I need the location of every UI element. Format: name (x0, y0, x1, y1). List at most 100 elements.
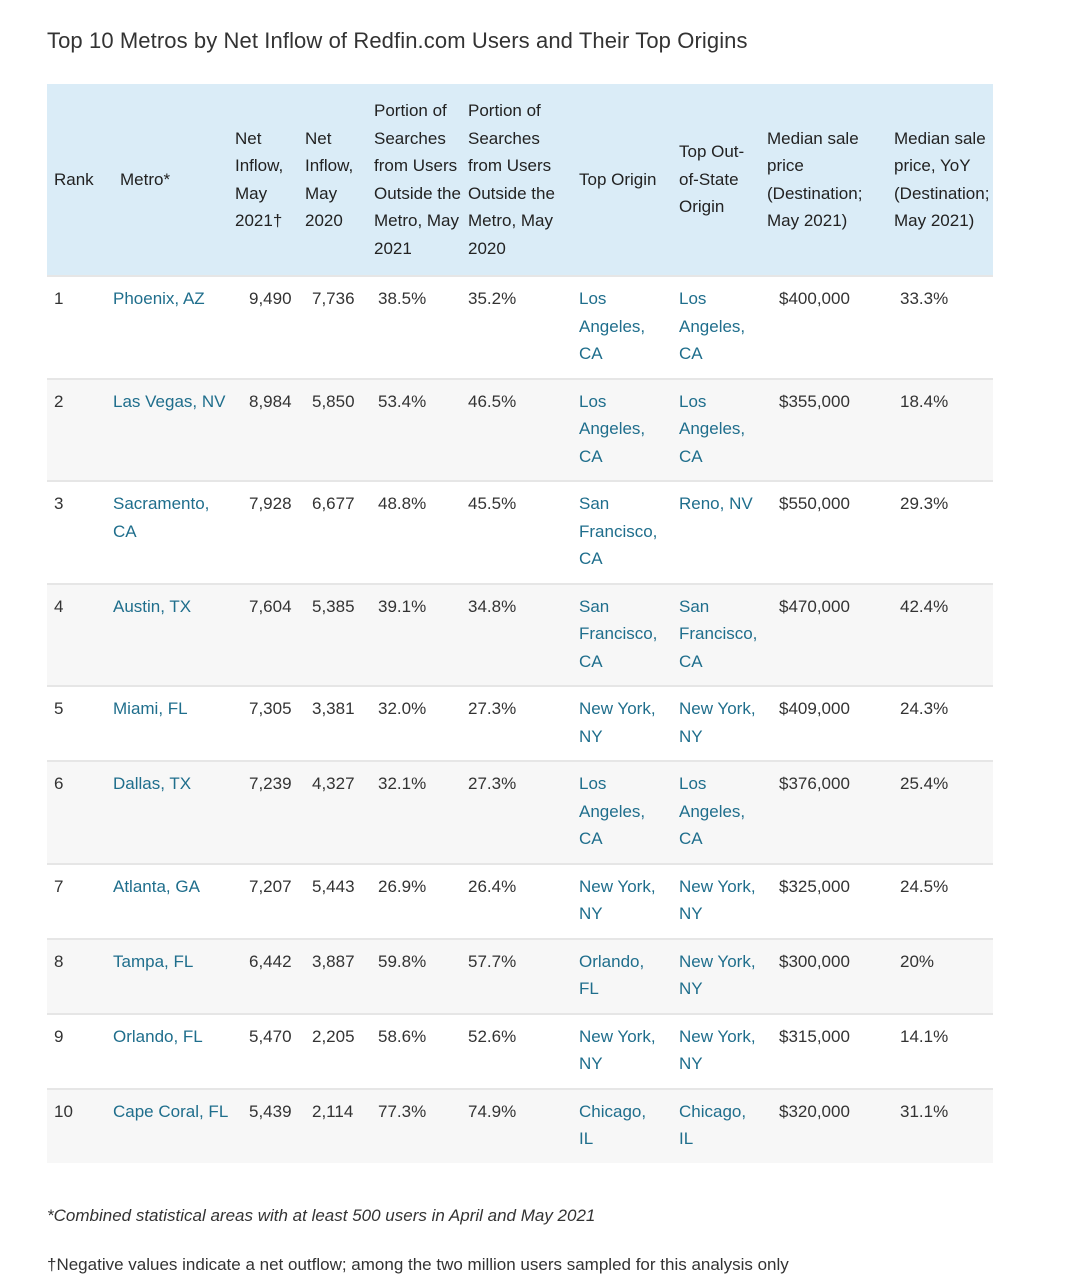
cell-net-inflow-2020: 3,381 (312, 699, 355, 718)
cell-portion-2021: 58.6% (378, 1026, 427, 1046)
cell-net-inflow-2020: 7,736 (312, 289, 355, 308)
cell-median-yoy: 29.3% (900, 494, 949, 513)
cell-top-origin: Los Angeles, CA (563, 276, 663, 379)
cell-net-inflow-2021: 8,984 (249, 391, 292, 411)
cell-median-price: $325,000 (779, 876, 850, 896)
cell-top-origin: New York, NY (563, 864, 663, 939)
cell-top-origin-link[interactable]: New York, NY (579, 699, 656, 746)
table-header-row: Rank Metro* Net Inflow, May 2021† Net In… (47, 84, 993, 276)
cell-metro: Sacramento, CA (113, 481, 235, 584)
cell-top-origin: New York, NY (563, 686, 663, 761)
cell-portion-2021: 48.8% (378, 494, 427, 513)
table-row: 10 Cape Coral, FL 5,439 2,114 77.3% 74.9% Chic… (47, 1088, 993, 1163)
cell-portion-2021: 38.5% (378, 289, 427, 308)
cell-median-price: $355,000 (779, 391, 850, 411)
cell-net-inflow-2021: 6,442 (249, 951, 292, 971)
table-row: 8 Tampa, FL 6,442 3,887 59.8% 57.7% Orlando, F… (47, 938, 993, 1014)
cell-metro-link[interactable]: Tampa, FL (113, 951, 194, 971)
cell-portion-2020: 45.5% (468, 494, 517, 513)
cell-metro-link[interactable]: Atlanta, GA (113, 876, 200, 896)
cell-top-oos-origin-link[interactable]: Los Angeles, CA (679, 289, 746, 363)
cell-metro-link[interactable]: Dallas, TX (113, 774, 192, 793)
cell-portion-2020: 27.3% (468, 774, 517, 793)
cell-net-inflow-2020: 4,327 (312, 774, 355, 793)
cell-metro-link[interactable]: Sacramento, CA (113, 494, 210, 541)
cell-top-oos-origin-link[interactable]: Los Angeles, CA (679, 391, 746, 466)
cell-net-inflow-2021: 5,439 (249, 1101, 292, 1121)
cell-median-yoy: 14.1% (900, 1026, 949, 1046)
cell-metro-link[interactable]: Las Vegas, NV (113, 391, 226, 411)
cell-median-price: $376,000 (779, 774, 850, 793)
cell-top-oos-origin-link[interactable]: San Francisco, CA (679, 596, 758, 671)
cell-top-oos-origin-link[interactable]: New York, NY (679, 876, 756, 924)
cell-portion-2021: 59.8% (378, 951, 427, 971)
header-metro: Metro* (120, 169, 171, 189)
cell-top-origin: New York, NY (563, 1014, 663, 1089)
cell-top-origin-link[interactable]: Chicago, IL (579, 1101, 647, 1149)
footnote-inflow: †Negative values indicate a net outflow;… (47, 1255, 789, 1274)
page-title: Top 10 Metros by Net Inflow of Redfin.co… (47, 28, 748, 53)
cell-median-yoy: 42.4% (900, 596, 949, 616)
cell-median-yoy: 33.3% (900, 289, 949, 308)
cell-metro-link[interactable]: Phoenix, AZ (113, 289, 205, 308)
cell-top-origin-link[interactable]: Los Angeles, CA (579, 289, 646, 363)
cell-net-inflow-2021: 7,207 (249, 876, 292, 896)
cell-net-inflow-2020: 3,887 (312, 951, 355, 971)
cell-top-oos-origin-link[interactable]: Reno, NV (679, 494, 753, 513)
header-top-origin: Top Origin (579, 169, 657, 189)
cell-metro: Austin, TX (113, 584, 235, 687)
cell-metro-link[interactable]: Austin, TX (113, 596, 192, 616)
header-rank: Rank (54, 169, 94, 189)
cell-rank: 1 (54, 289, 64, 308)
cell-top-oos-origin: Los Angeles, CA (663, 379, 763, 482)
cell-portion-2020: 46.5% (468, 391, 517, 411)
cell-net-inflow-2020: 6,677 (312, 494, 355, 513)
cell-top-oos-origin-link[interactable]: New York, NY (679, 951, 756, 999)
cell-top-origin: Los Angeles, CA (563, 761, 663, 864)
table-row: 1 Phoenix, AZ 9,490 7,736 38.5% 35.2% Los Ange… (47, 276, 993, 379)
cell-top-origin-link[interactable]: Los Angeles, CA (579, 391, 646, 466)
cell-portion-2020: 74.9% (468, 1101, 517, 1121)
cell-rank: 5 (54, 699, 64, 718)
cell-top-origin-link[interactable]: New York, NY (579, 1026, 656, 1074)
cell-rank: 7 (54, 876, 64, 896)
cell-metro-link[interactable]: Cape Coral, FL (113, 1101, 229, 1121)
header-top-oos-origin: Top Out-of-State Origin (679, 142, 745, 217)
cell-rank: 8 (54, 951, 64, 971)
cell-net-inflow-2020: 2,114 (312, 1101, 354, 1121)
cell-top-origin: Los Angeles, CA (563, 379, 663, 482)
cell-top-origin-link[interactable]: San Francisco, CA (579, 494, 658, 568)
cell-top-origin: Chicago, IL (563, 1089, 663, 1163)
cell-metro: Orlando, FL (113, 1014, 235, 1089)
cell-metro: Miami, FL (113, 686, 235, 761)
table-row: 5 Miami, FL 7,305 3,381 32.0% 27.3% New York, … (47, 686, 993, 761)
cell-median-yoy: 18.4% (900, 391, 949, 411)
cell-top-oos-origin-link[interactable]: Los Angeles, CA (679, 774, 746, 848)
cell-median-price: $315,000 (779, 1026, 850, 1046)
cell-top-origin-link[interactable]: Orlando, FL (579, 951, 645, 999)
cell-portion-2021: 32.1% (378, 774, 427, 793)
cell-top-oos-origin-link[interactable]: New York, NY (679, 1026, 756, 1074)
cell-portion-2020: 27.3% (468, 699, 517, 718)
cell-metro-link[interactable]: Orlando, FL (113, 1026, 203, 1046)
cell-metro-link[interactable]: Miami, FL (113, 699, 188, 718)
cell-top-oos-origin: New York, NY (663, 686, 763, 761)
cell-top-origin-link[interactable]: New York, NY (579, 876, 656, 924)
cell-net-inflow-2021: 7,928 (249, 494, 292, 513)
cell-portion-2021: 32.0% (378, 699, 427, 718)
footnote-metro: *Combined statistical areas with at leas… (47, 1206, 596, 1225)
cell-top-oos-origin-link[interactable]: New York, NY (679, 699, 756, 746)
table-row: 6 Dallas, TX 7,239 4,327 32.1% 27.3% Los Angel… (47, 761, 993, 864)
table-row: 2 Las Vegas, NV 8,984 5,850 53.4% 46.5% Los An… (47, 378, 993, 482)
cell-top-origin-link[interactable]: Los Angeles, CA (579, 774, 646, 848)
cell-net-inflow-2020: 2,205 (312, 1026, 355, 1046)
cell-top-origin-link[interactable]: San Francisco, CA (579, 596, 658, 671)
cell-rank: 9 (54, 1026, 64, 1046)
cell-rank: 2 (54, 391, 64, 411)
cell-top-oos-origin-link[interactable]: Chicago, IL (679, 1101, 747, 1149)
cell-median-yoy: 31.1% (900, 1101, 949, 1121)
header-median-price: Median sale price (Destination; May 2021… (767, 128, 863, 231)
header-net-inflow-2020: Net Inflow, May 2020 (305, 128, 354, 231)
cell-metro: Phoenix, AZ (113, 276, 235, 379)
cell-portion-2021: 53.4% (378, 391, 427, 411)
